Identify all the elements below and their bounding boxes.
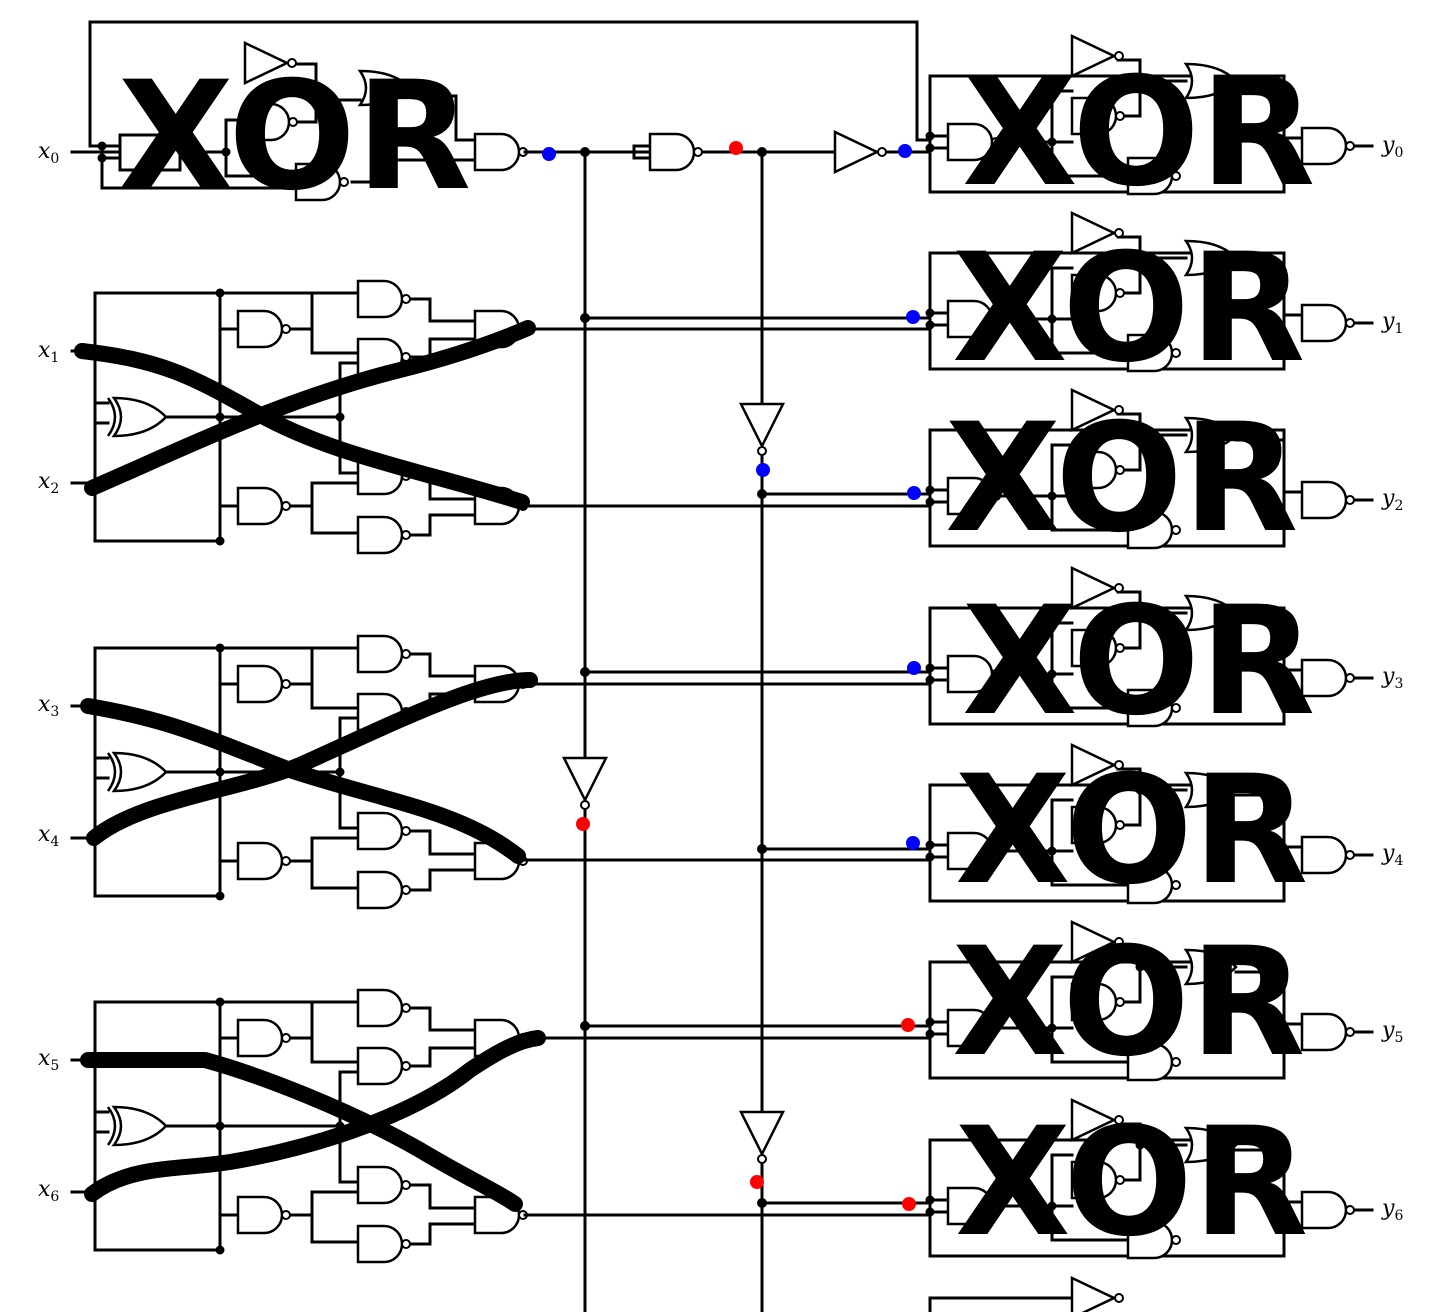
red-marker <box>902 1197 916 1211</box>
output-label-y5: y5 <box>1381 1018 1403 1046</box>
blue-marker <box>907 486 921 500</box>
output-labels: y0 y1 y2 y3 y4 y5 y6 <box>1381 133 1403 1224</box>
output-label-y4: y4 <box>1381 841 1403 869</box>
xor-overlay-y2: XOR <box>945 392 1298 566</box>
xor-overlay-y3: XOR <box>962 575 1315 749</box>
xor-overlays: XOR XOR XOR XOR XOR XOR XOR XOR <box>118 46 1315 1270</box>
cross-connections <box>523 316 932 1217</box>
red-marker <box>729 141 743 155</box>
blue-marker <box>756 463 770 477</box>
left-cell-x5-x6 <box>72 990 527 1262</box>
red-marker <box>750 1175 764 1189</box>
xor-overlay-y4: XOR <box>955 744 1308 918</box>
xor-overlay-y0: XOR <box>962 46 1315 220</box>
xor-overlay-y1: XOR <box>952 222 1305 396</box>
x0-block <box>70 41 529 202</box>
blue-marker <box>907 661 921 675</box>
right-cell-partial <box>928 1276 1125 1312</box>
scribble-marks <box>74 320 546 1212</box>
xor-overlay-left: XOR <box>118 50 471 224</box>
input-label-x1: x1 <box>38 338 59 366</box>
input-labels: x0 x1 x2 x3 x4 x5 x6 <box>38 139 59 1205</box>
input-label-x5: x5 <box>38 1046 59 1074</box>
blue-marker <box>906 836 920 850</box>
vertical-bus-right <box>739 147 785 1312</box>
input-label-x4: x4 <box>38 822 59 850</box>
left-cell-x1-x2 <box>72 281 527 553</box>
blue-marker <box>898 144 912 158</box>
output-label-y2: y2 <box>1381 486 1403 514</box>
input-label-x0: x0 <box>38 139 59 167</box>
input-label-x6: x6 <box>38 1177 59 1205</box>
blue-marker <box>906 310 920 324</box>
output-label-y1: y1 <box>1381 309 1403 337</box>
output-label-y0: y0 <box>1381 133 1403 161</box>
xor-overlay-y6: XOR <box>955 1096 1308 1270</box>
vertical-bus-left <box>562 147 608 1312</box>
xor-overlay-y5: XOR <box>952 916 1305 1090</box>
output-label-y6: y6 <box>1381 1196 1403 1224</box>
input-label-x2: x2 <box>38 469 59 497</box>
red-marker <box>576 817 590 831</box>
input-label-x3: x3 <box>38 692 59 720</box>
output-label-y3: y3 <box>1381 664 1403 692</box>
red-marker <box>901 1018 915 1032</box>
signal-markers <box>542 141 921 1211</box>
feedback-loop <box>88 20 932 148</box>
blue-marker <box>542 147 556 161</box>
